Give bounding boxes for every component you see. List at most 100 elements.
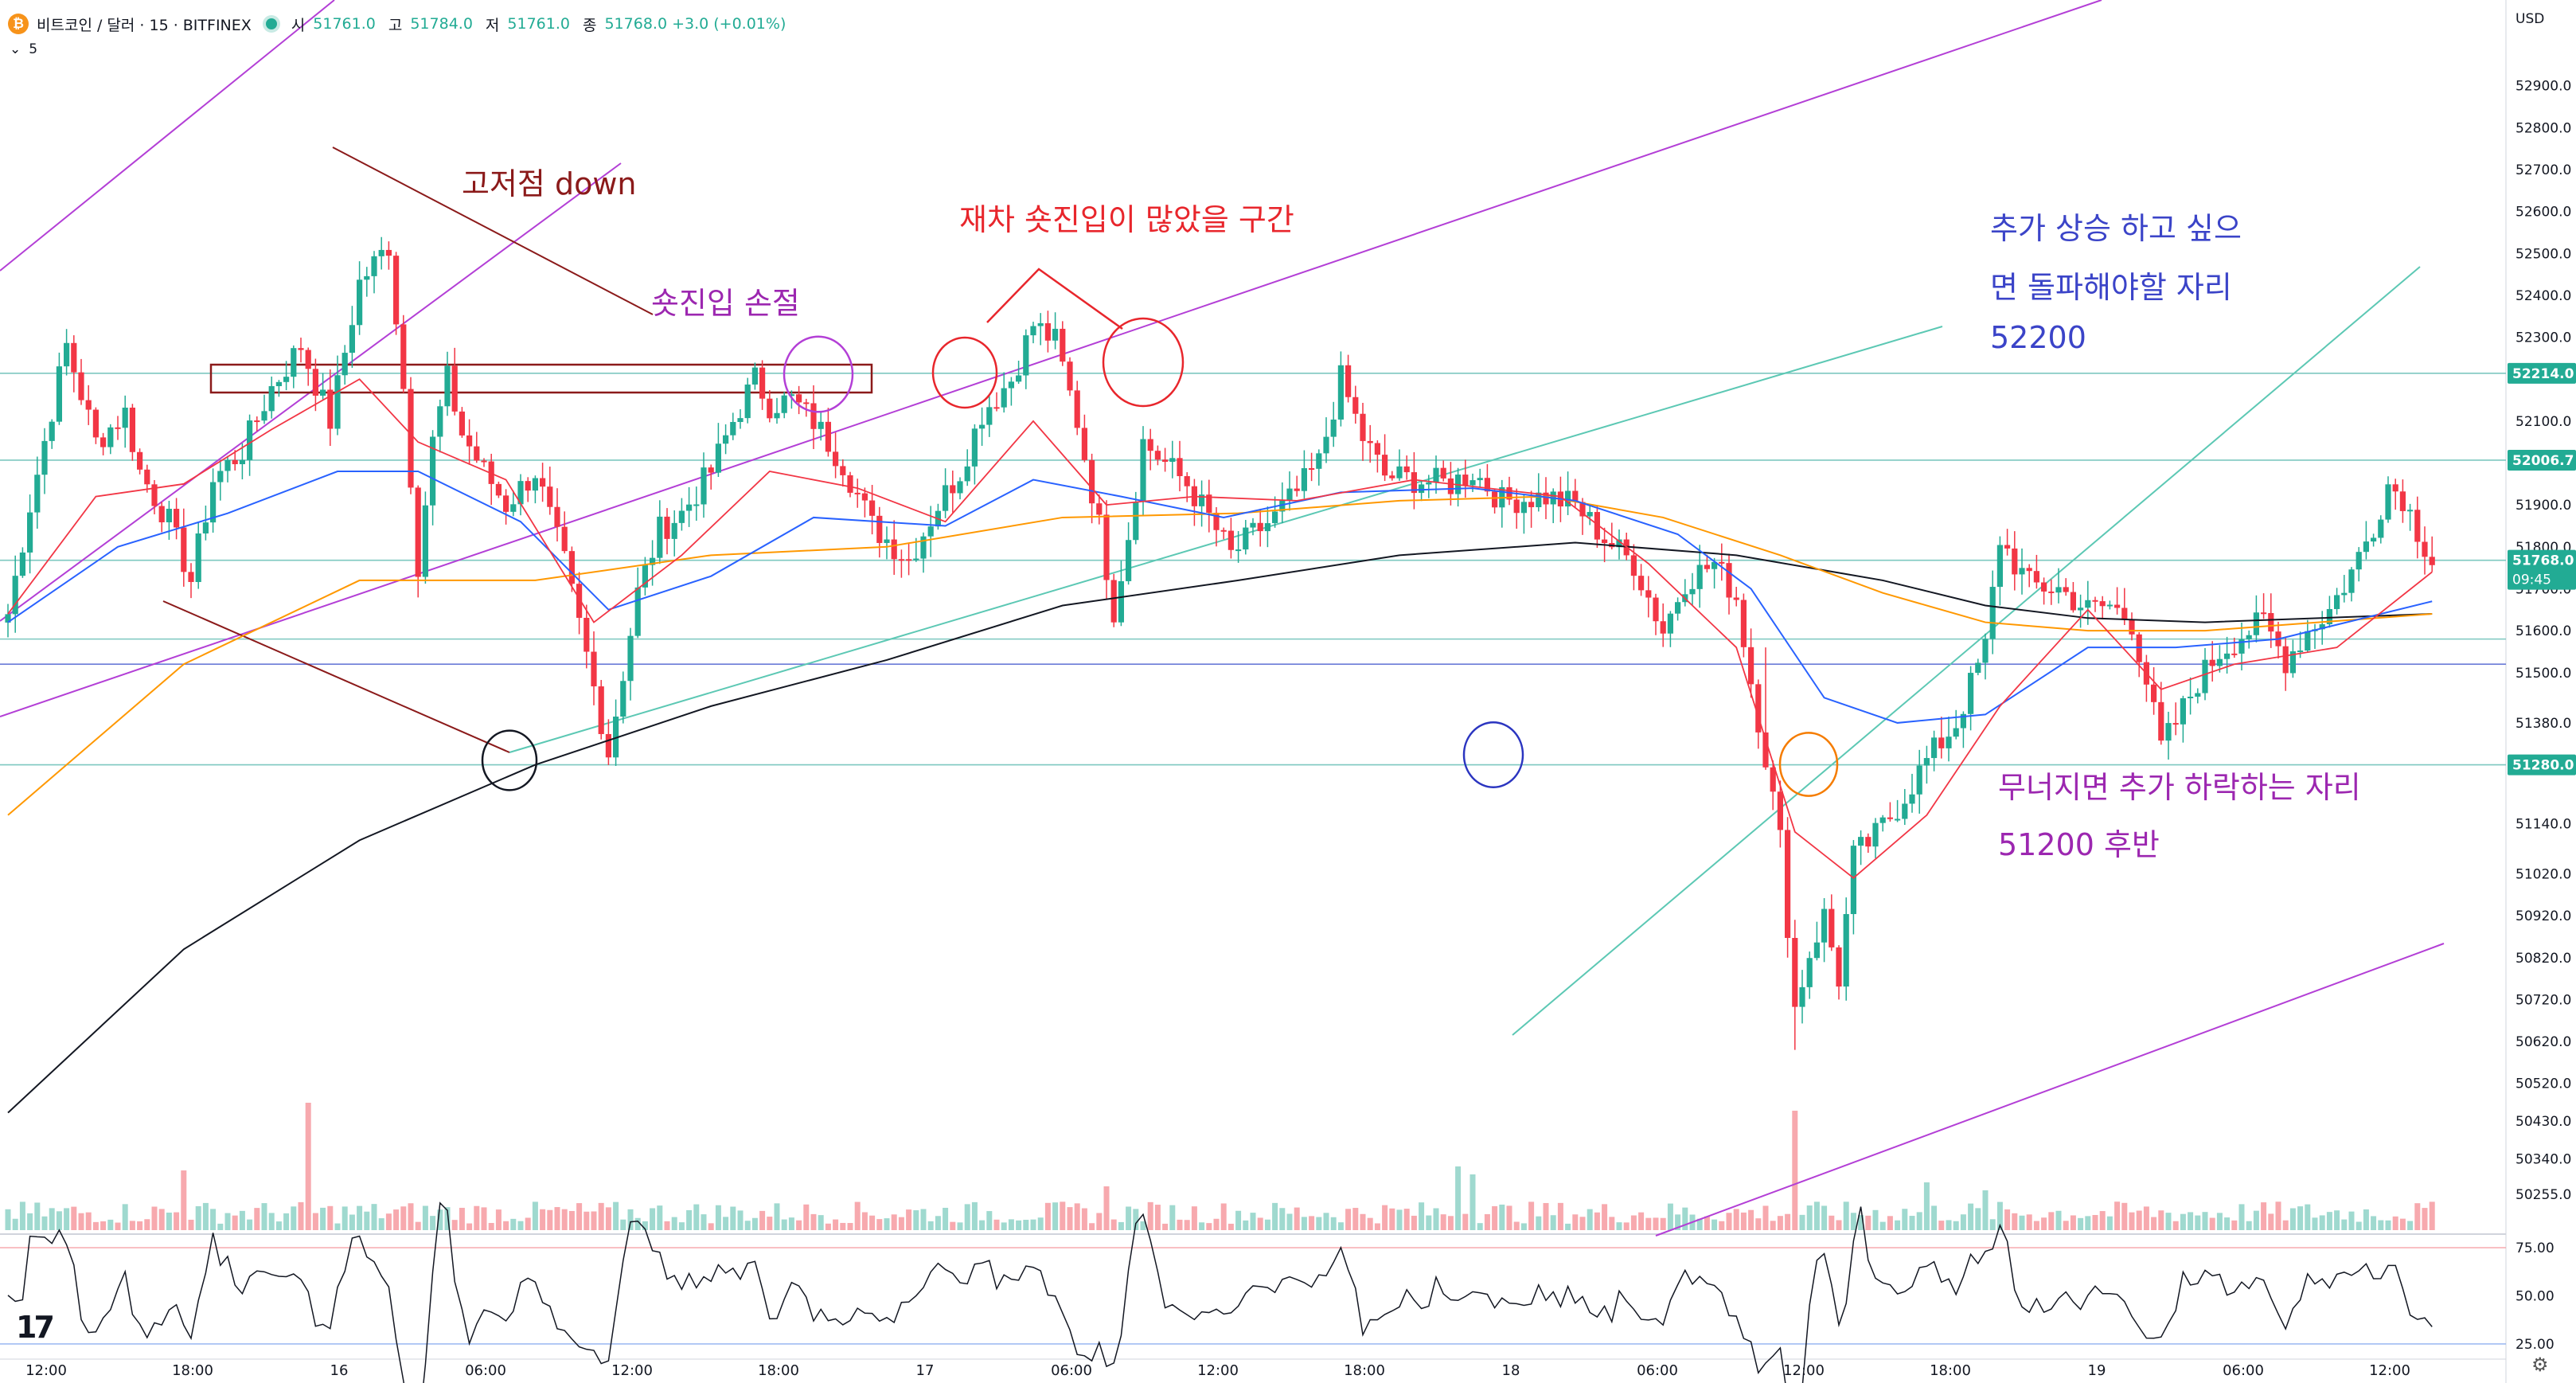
candle-body bbox=[1477, 478, 1483, 481]
price-badge bbox=[2508, 449, 2576, 471]
candle-body bbox=[825, 421, 831, 452]
volume-bar bbox=[1565, 1223, 1571, 1230]
candle-body bbox=[1630, 555, 1637, 576]
candle-body bbox=[1667, 613, 1673, 634]
candle-body bbox=[847, 475, 853, 493]
volume-bar bbox=[1836, 1220, 1842, 1230]
candle-body bbox=[2216, 658, 2223, 666]
volume-bar bbox=[2348, 1211, 2355, 1230]
price-badge-label: 52214.0 bbox=[2512, 366, 2574, 382]
volume-bar bbox=[71, 1206, 77, 1230]
volume-bar bbox=[247, 1219, 253, 1230]
volume-bar bbox=[1616, 1222, 1622, 1230]
candle-body bbox=[517, 481, 524, 505]
gear-icon[interactable]: ⚙ bbox=[2531, 1354, 2549, 1376]
candle-body bbox=[1403, 466, 1410, 473]
time-tick-label: 12:00 bbox=[1197, 1362, 1239, 1379]
volume-bar bbox=[2216, 1213, 2223, 1230]
candle-body bbox=[349, 325, 355, 354]
tradingview-logo[interactable]: 17 bbox=[16, 1310, 55, 1345]
candle-body bbox=[261, 411, 267, 421]
volume-bar bbox=[1309, 1216, 1315, 1230]
volume-bar bbox=[1829, 1215, 1835, 1230]
candle-body bbox=[122, 407, 128, 428]
candle-body bbox=[730, 421, 736, 436]
price-badge bbox=[2508, 549, 2576, 590]
candle-body bbox=[1323, 436, 1329, 454]
volume-bar bbox=[1755, 1218, 1762, 1230]
candle-body bbox=[1982, 639, 1989, 663]
indicator-toggle[interactable]: ⌄ 5 bbox=[10, 41, 37, 57]
price-tick-label: 50620.0 bbox=[2516, 1034, 2571, 1050]
chevron-annotation bbox=[986, 268, 1123, 330]
volume-bar bbox=[861, 1212, 868, 1230]
currency-label[interactable]: USD bbox=[2516, 11, 2545, 27]
candle-body bbox=[561, 526, 568, 552]
volume-bar bbox=[2399, 1218, 2406, 1230]
candle-body bbox=[979, 424, 986, 429]
candle-body bbox=[166, 509, 172, 522]
candle-body bbox=[1968, 673, 1974, 714]
candle-body bbox=[708, 467, 714, 473]
chevron-down-icon[interactable]: ⌄ bbox=[10, 41, 21, 57]
candle-body bbox=[2305, 631, 2311, 651]
volume-bar bbox=[1550, 1215, 1556, 1230]
candle-body bbox=[2334, 595, 2340, 609]
volume-bar bbox=[1594, 1212, 1600, 1230]
candle-body bbox=[634, 587, 641, 636]
volume-bar bbox=[488, 1222, 494, 1230]
candle-body bbox=[2136, 634, 2142, 662]
volume-bar bbox=[2392, 1216, 2398, 1230]
candle-body bbox=[1946, 736, 1952, 748]
candle-body bbox=[1821, 908, 1828, 943]
volume-bar bbox=[2289, 1208, 2296, 1230]
volume-bar bbox=[1206, 1223, 1212, 1230]
price-tick-label: 50340.0 bbox=[2516, 1151, 2571, 1167]
volume-bar bbox=[847, 1223, 853, 1230]
time-tick-label: 18:00 bbox=[172, 1362, 213, 1379]
candle-body bbox=[627, 635, 634, 682]
symbol-title[interactable]: 비트코인 / 달러 · 15 · BITFINEX bbox=[37, 16, 252, 34]
candle-body bbox=[1133, 502, 1139, 541]
candle-body bbox=[181, 527, 187, 572]
volume-bar bbox=[1367, 1217, 1373, 1230]
volume-bar bbox=[1382, 1205, 1388, 1230]
candle-body bbox=[2070, 592, 2076, 611]
volume-bar bbox=[2158, 1210, 2164, 1230]
volume-bar bbox=[957, 1222, 963, 1230]
volume-bar bbox=[1089, 1223, 1095, 1230]
volume-bar bbox=[678, 1222, 685, 1230]
volume-bar bbox=[927, 1221, 934, 1230]
candle-body bbox=[993, 407, 1000, 409]
price-badge-label: 51280.0 bbox=[2512, 758, 2574, 774]
candle-body bbox=[2209, 659, 2215, 666]
candle-body bbox=[861, 493, 868, 501]
candle-body bbox=[466, 435, 473, 447]
candle-body bbox=[1008, 381, 1014, 389]
volume-bar bbox=[56, 1211, 62, 1230]
candle-body bbox=[1286, 488, 1293, 501]
candle-body bbox=[1865, 837, 1872, 847]
volume-bar bbox=[34, 1202, 41, 1230]
volume-bar bbox=[723, 1217, 729, 1230]
candle-body bbox=[444, 365, 451, 407]
volume-bar bbox=[1469, 1174, 1476, 1230]
candle-body bbox=[2326, 608, 2332, 625]
candle-body bbox=[1602, 539, 1608, 544]
volume-bar bbox=[202, 1202, 209, 1230]
volume-bar bbox=[1923, 1182, 1930, 1230]
candle-body bbox=[41, 440, 48, 475]
candle-body bbox=[1052, 328, 1059, 341]
volume-bar bbox=[2070, 1215, 2076, 1230]
annotation-up-line1: 추가 상승 하고 싶으 bbox=[1990, 211, 2242, 246]
price-tick-label: 51140.0 bbox=[2516, 816, 2571, 832]
volume-bar bbox=[2114, 1201, 2121, 1230]
volume-bar bbox=[2026, 1214, 2032, 1230]
volume-bar bbox=[1433, 1208, 1439, 1230]
volume-bar bbox=[495, 1209, 502, 1230]
candle-body bbox=[385, 249, 392, 256]
candle-body bbox=[584, 617, 590, 652]
candle-body bbox=[1829, 908, 1835, 947]
volume-bar bbox=[2429, 1201, 2435, 1230]
